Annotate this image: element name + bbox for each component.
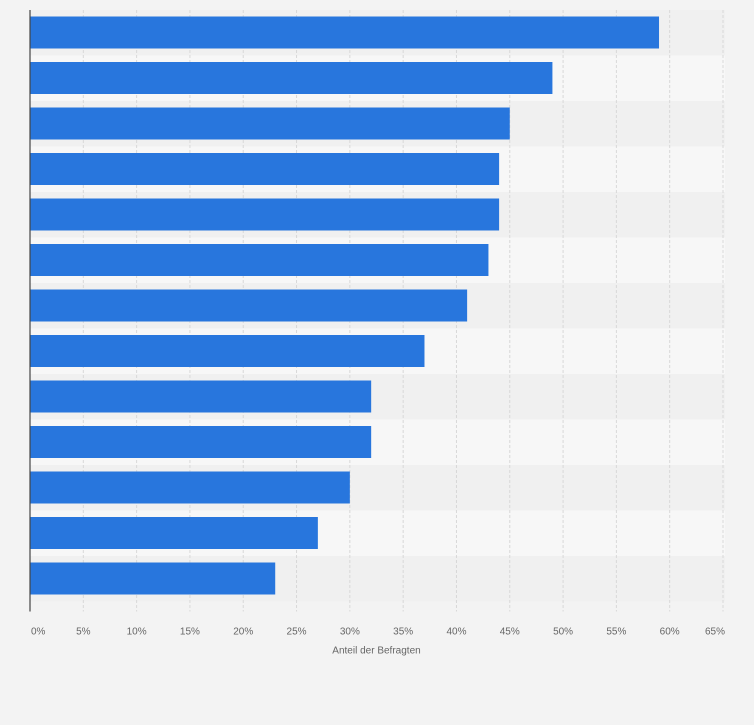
x-tick-label: 40% bbox=[446, 627, 466, 638]
x-tick-label: 15% bbox=[180, 627, 200, 638]
x-tick-label: 50% bbox=[553, 627, 573, 638]
x-axis-label: Anteil der Befragten bbox=[332, 646, 420, 657]
bar[interactable] bbox=[30, 426, 372, 458]
bar[interactable] bbox=[30, 335, 425, 367]
x-tick-label: 10% bbox=[127, 627, 147, 638]
x-tick-label: 45% bbox=[500, 627, 520, 638]
x-tick-label: 20% bbox=[233, 627, 253, 638]
x-tick-label: 35% bbox=[393, 627, 413, 638]
bar[interactable] bbox=[30, 289, 468, 322]
bar[interactable] bbox=[30, 153, 500, 185]
bar[interactable] bbox=[30, 380, 372, 413]
bar[interactable] bbox=[30, 107, 510, 140]
bar[interactable] bbox=[30, 517, 318, 549]
x-tick-label: 25% bbox=[287, 627, 307, 638]
bar[interactable] bbox=[30, 471, 350, 504]
x-tick-label: 30% bbox=[340, 627, 360, 638]
x-tick-label: 5% bbox=[76, 627, 91, 638]
bar[interactable] bbox=[30, 562, 276, 595]
x-tick-labels: 0% 5% 10% 15% 20% 25% 30% 35% 40% 45% 50% 55% 60% 65% bbox=[31, 627, 725, 638]
bar[interactable] bbox=[30, 244, 489, 276]
bar[interactable] bbox=[30, 16, 660, 49]
x-tick-label: 0% bbox=[31, 627, 46, 638]
bar[interactable] bbox=[30, 62, 553, 94]
x-tick-label: 65% bbox=[705, 627, 725, 638]
x-tick-label: 60% bbox=[660, 627, 680, 638]
bars bbox=[30, 16, 660, 595]
x-tick-label: 55% bbox=[606, 627, 626, 638]
bar[interactable] bbox=[30, 198, 500, 231]
